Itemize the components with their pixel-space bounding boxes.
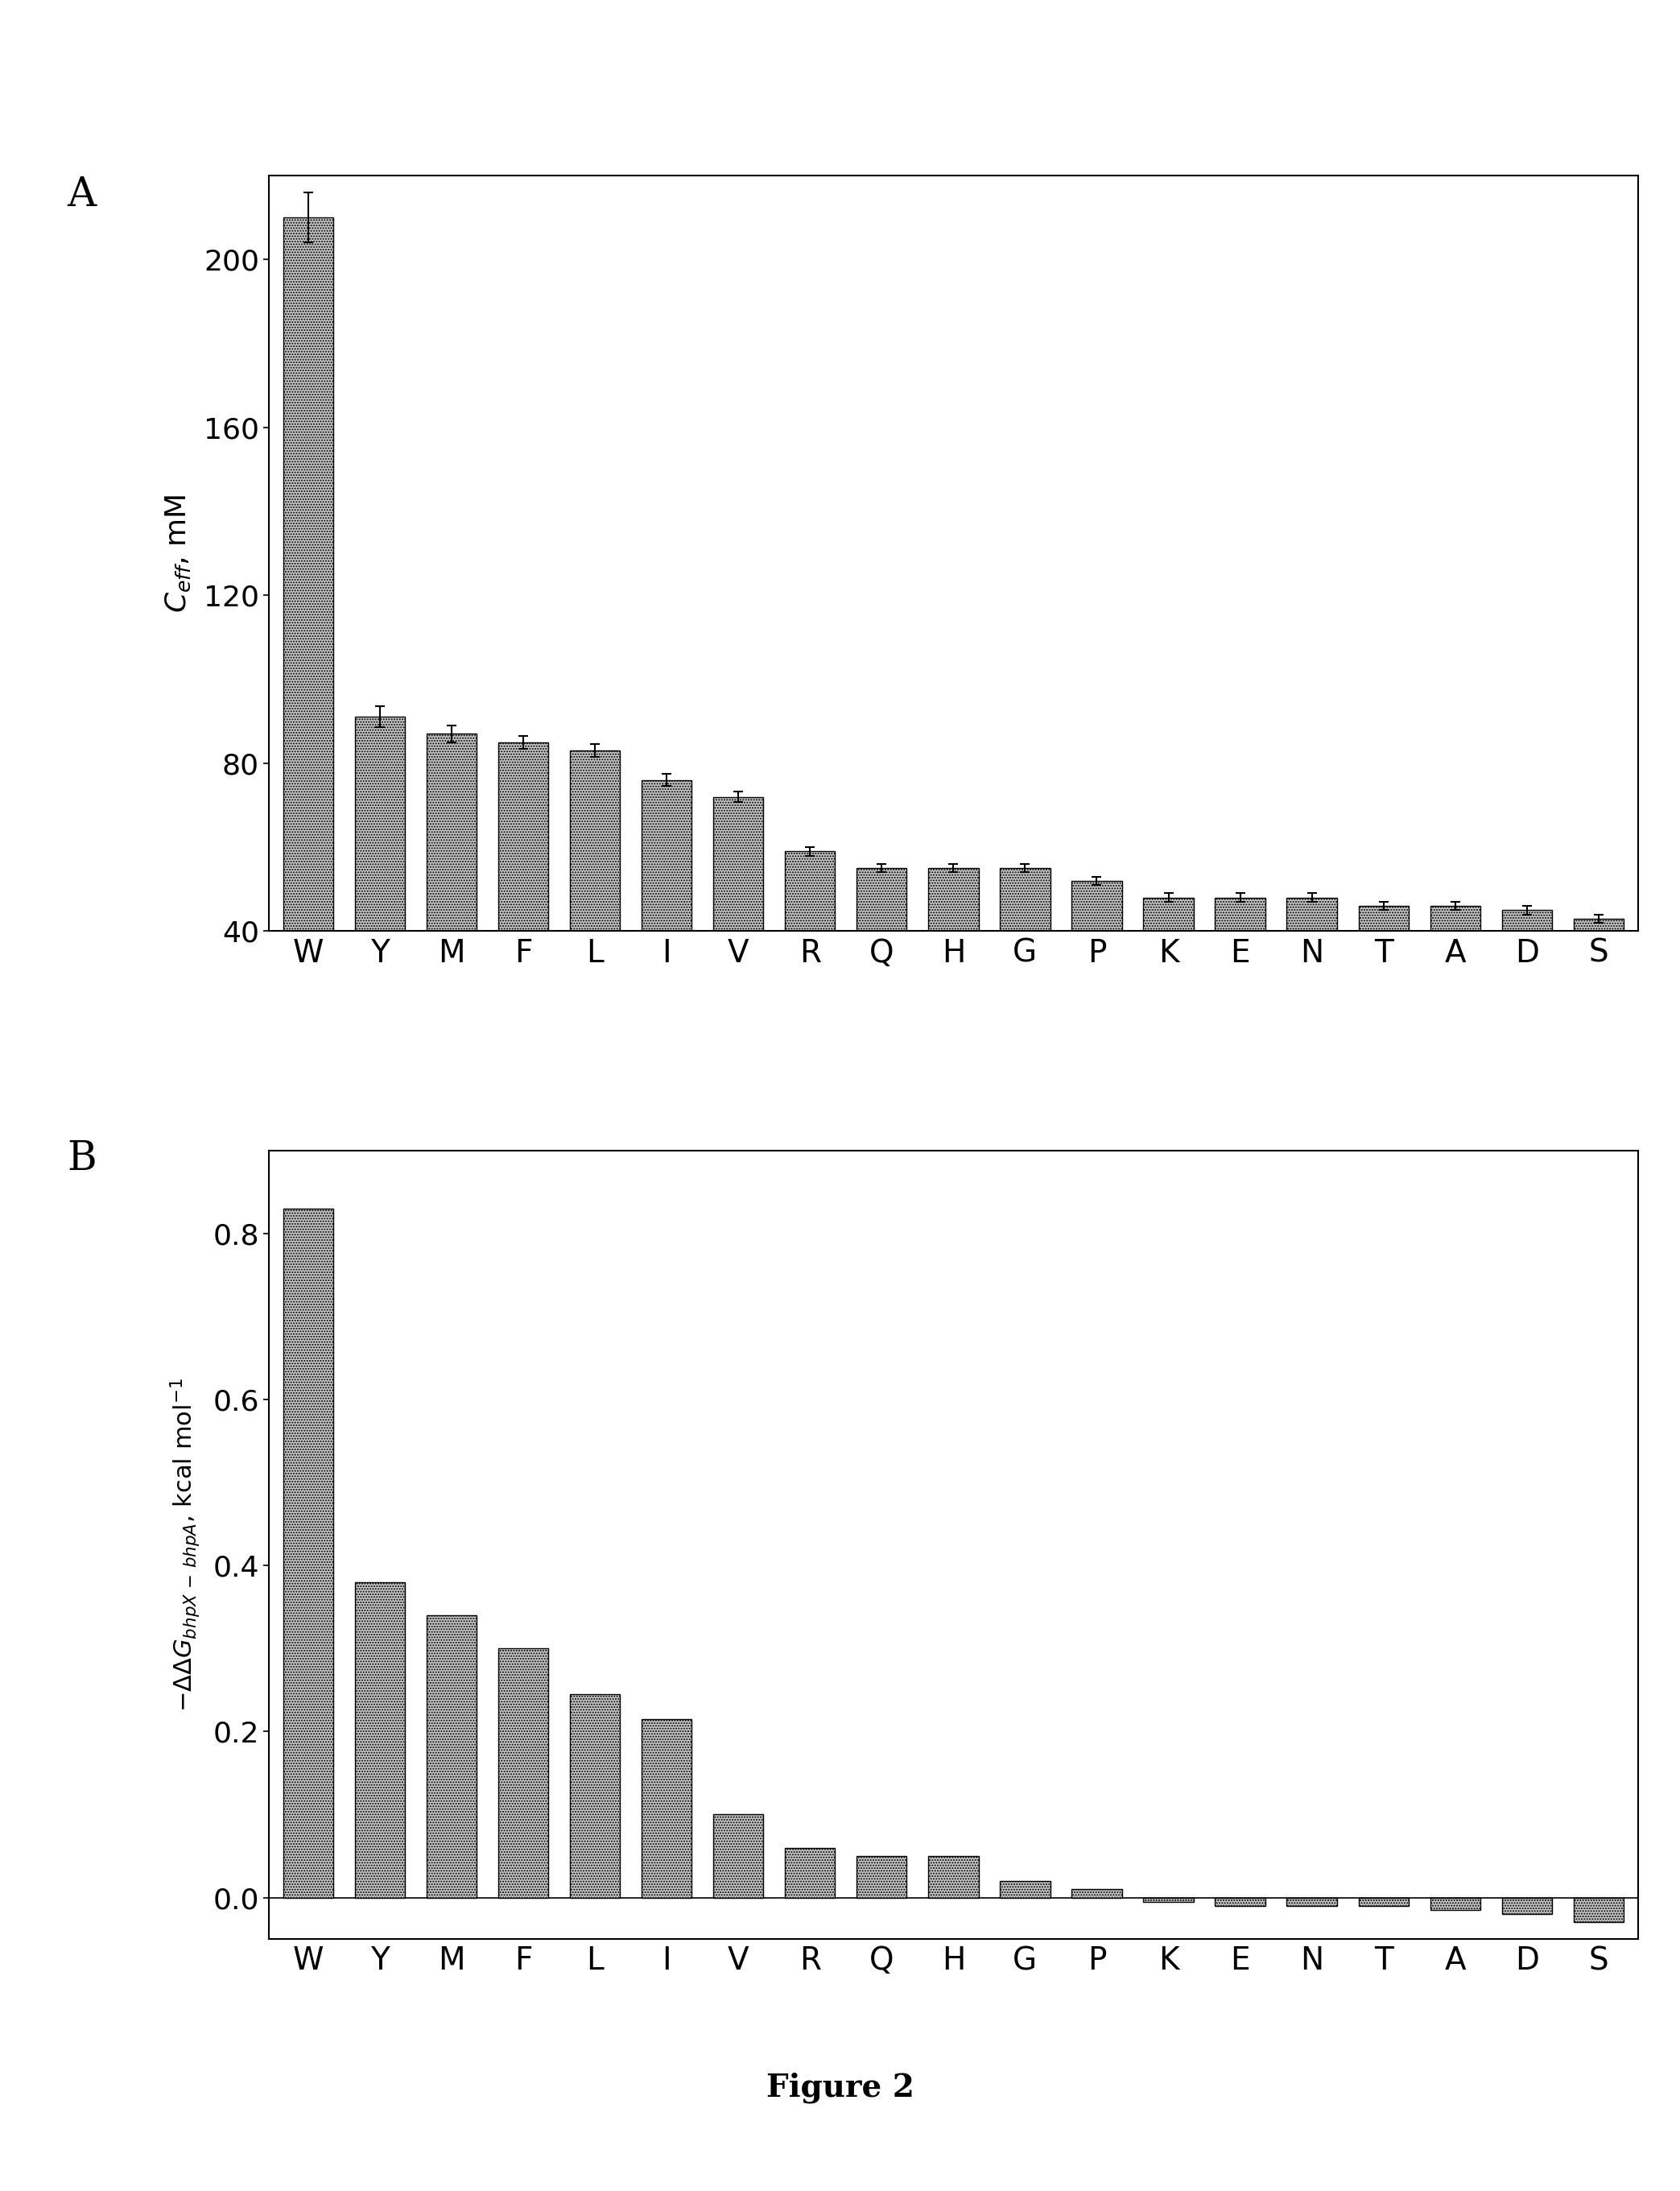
Bar bbox=[1430, 1897, 1480, 1911]
Bar bbox=[570, 752, 620, 931]
Text: A: A bbox=[67, 175, 96, 215]
Bar bbox=[1502, 1897, 1552, 1915]
Bar bbox=[1574, 918, 1623, 931]
Bar bbox=[929, 1856, 978, 1897]
Y-axis label: $C_{eff}$, mM: $C_{eff}$, mM bbox=[165, 493, 193, 613]
Bar bbox=[1287, 898, 1337, 931]
Bar bbox=[499, 1648, 548, 1897]
Bar bbox=[1502, 909, 1552, 931]
Bar bbox=[354, 716, 405, 931]
Bar bbox=[284, 1209, 333, 1897]
Text: Figure 2: Figure 2 bbox=[766, 2073, 914, 2103]
Bar bbox=[427, 1615, 477, 1897]
Bar bbox=[1072, 881, 1122, 931]
Bar bbox=[499, 743, 548, 931]
Bar bbox=[427, 734, 477, 931]
Bar bbox=[642, 1720, 692, 1897]
Bar bbox=[714, 798, 763, 931]
Bar bbox=[785, 852, 835, 931]
Bar bbox=[785, 1847, 835, 1897]
Bar bbox=[284, 217, 333, 931]
Bar bbox=[1359, 1897, 1408, 1906]
Bar bbox=[1215, 898, 1265, 931]
Bar bbox=[1072, 1889, 1122, 1897]
Bar bbox=[1000, 868, 1050, 931]
Bar bbox=[1359, 907, 1408, 931]
Bar bbox=[354, 1582, 405, 1897]
Bar bbox=[1144, 898, 1193, 931]
Bar bbox=[857, 868, 907, 931]
Bar bbox=[642, 780, 692, 931]
Bar bbox=[1000, 1880, 1050, 1897]
Bar bbox=[1574, 1897, 1623, 1922]
Bar bbox=[1287, 1897, 1337, 1906]
Bar bbox=[929, 868, 978, 931]
Bar bbox=[1144, 1897, 1193, 1902]
Bar bbox=[857, 1856, 907, 1897]
Y-axis label: $- \Delta\Delta G_{bhpX\,-\,bhpA}$, kcal mol$^{-1}$: $- \Delta\Delta G_{bhpX\,-\,bhpA}$, kcal… bbox=[168, 1378, 202, 1711]
Bar bbox=[714, 1814, 763, 1897]
Bar bbox=[570, 1694, 620, 1897]
Bar bbox=[1215, 1897, 1265, 1906]
Bar bbox=[1430, 907, 1480, 931]
Text: B: B bbox=[67, 1139, 97, 1179]
